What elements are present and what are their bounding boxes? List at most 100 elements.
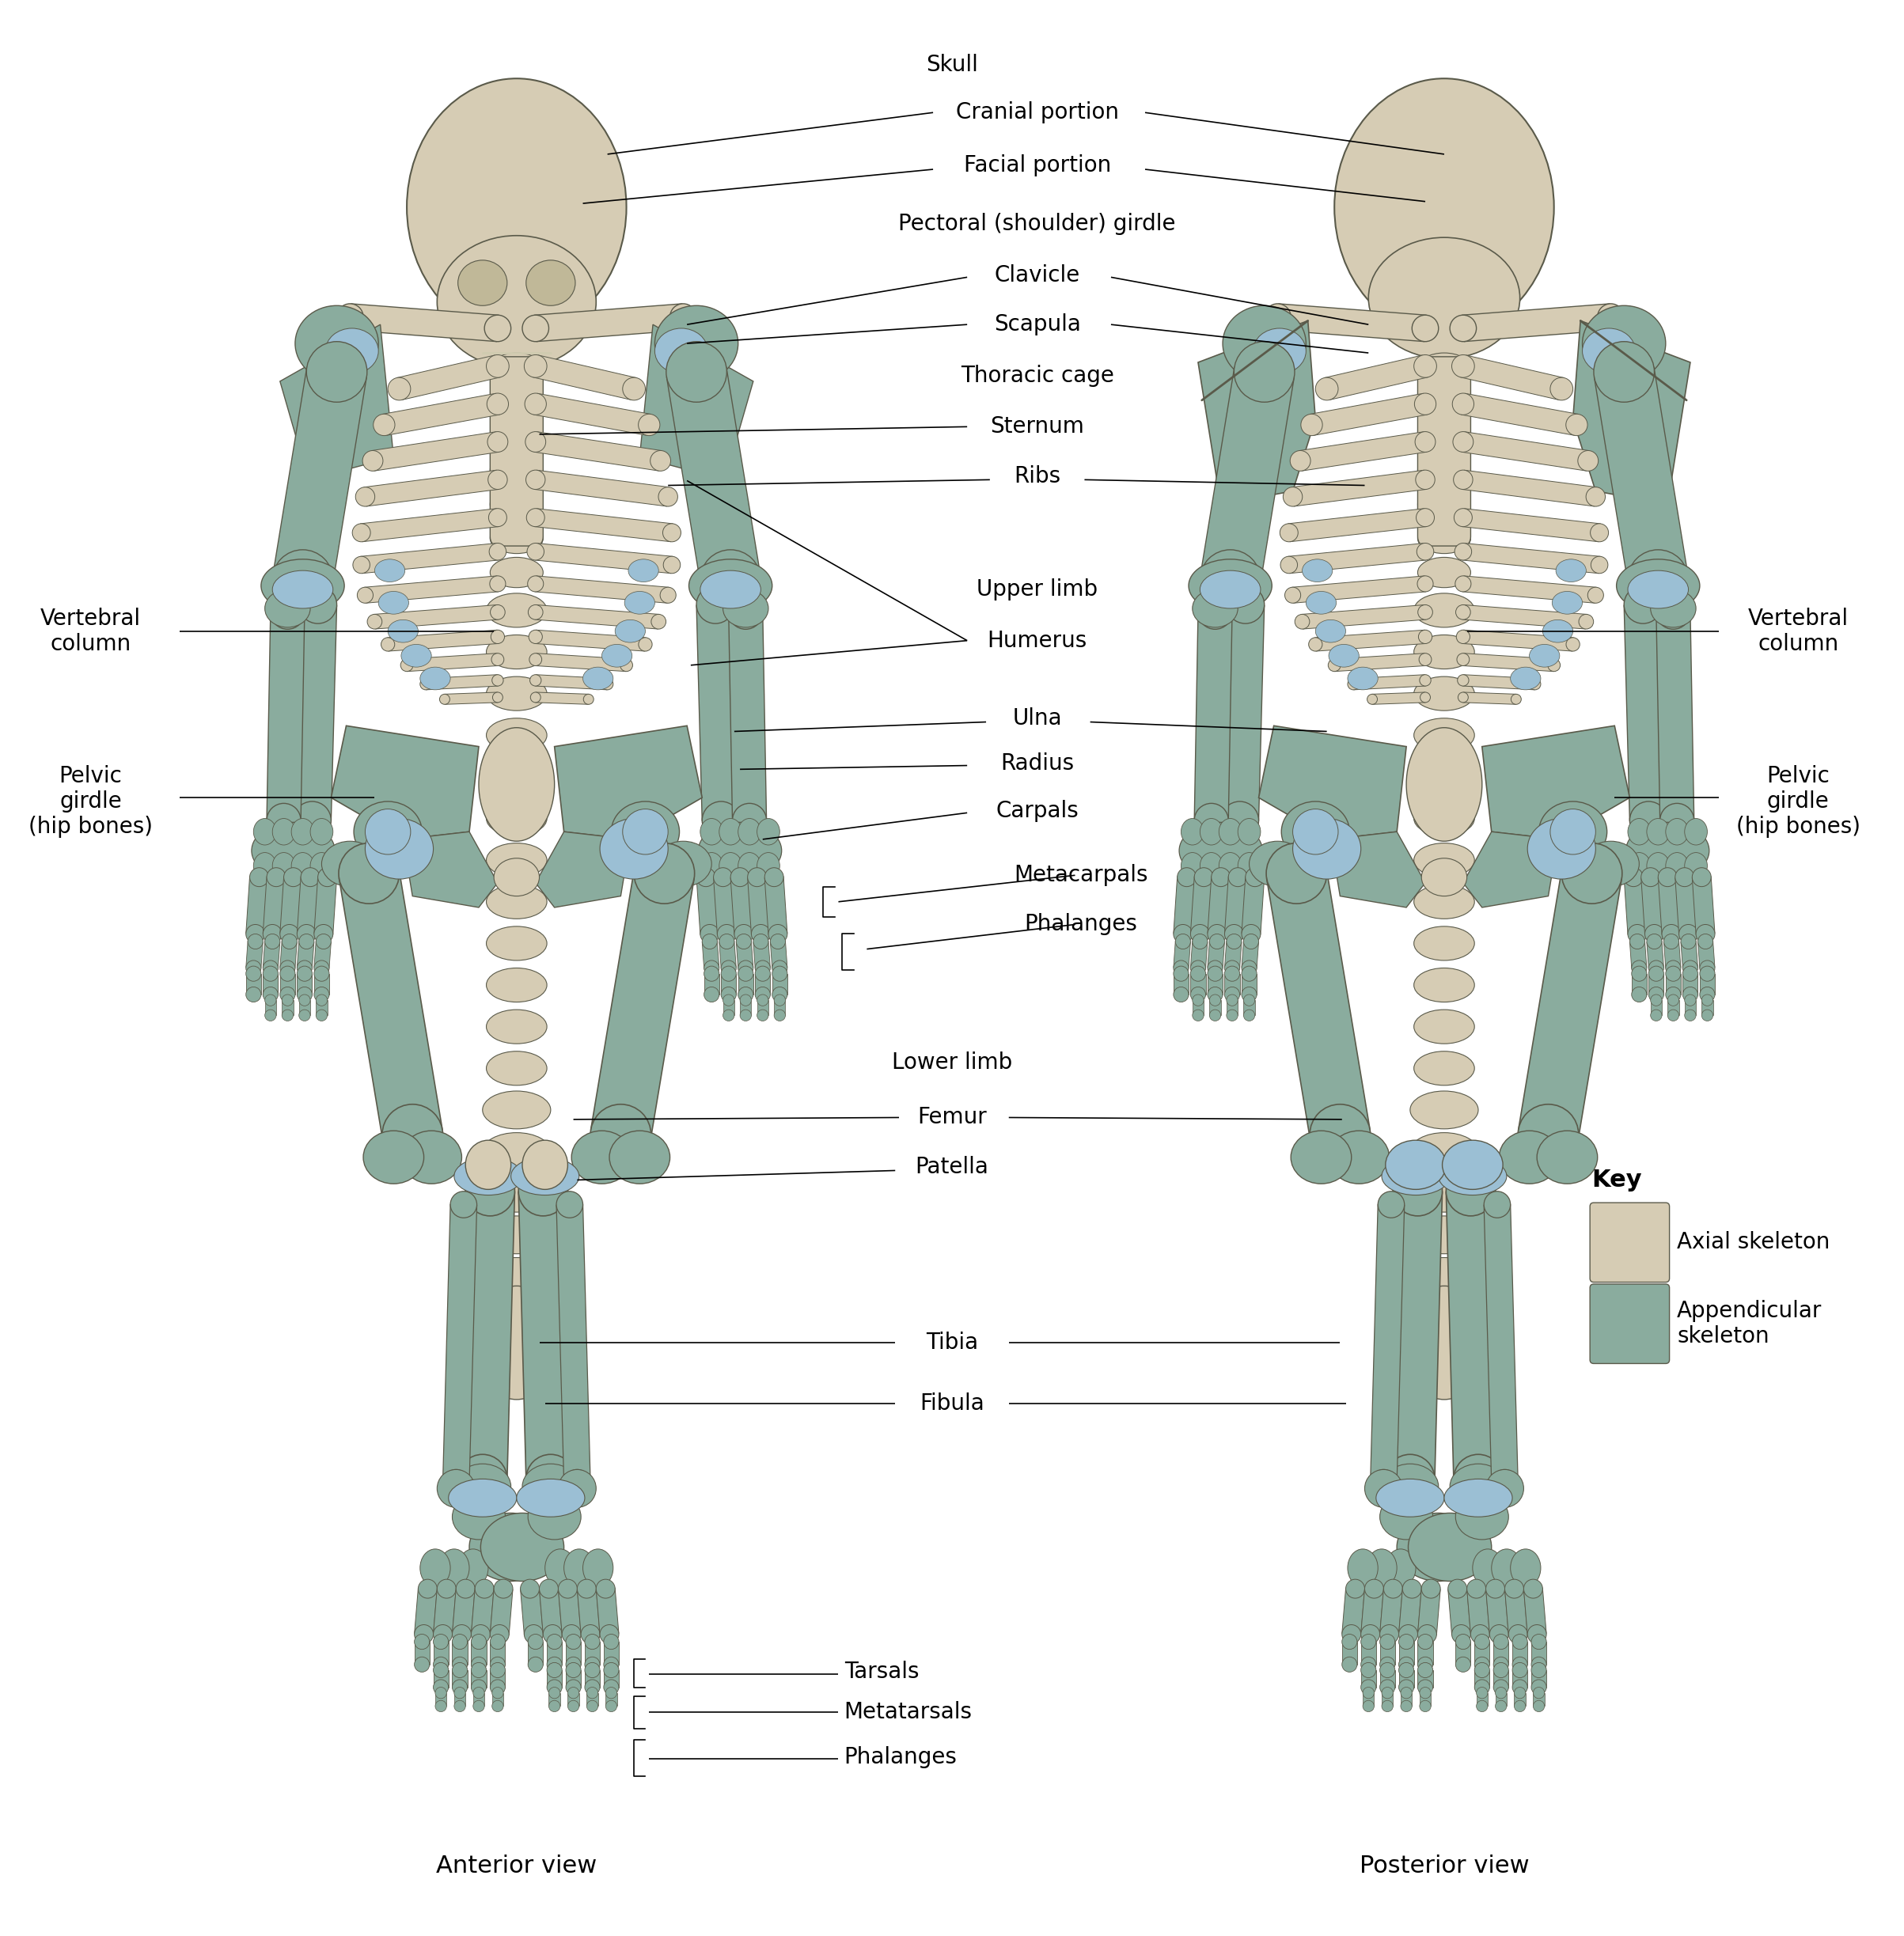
Polygon shape [1200,368,1295,585]
Polygon shape [1331,832,1426,908]
Polygon shape [554,726,703,840]
Ellipse shape [1418,455,1470,486]
Polygon shape [775,1001,786,1014]
Ellipse shape [267,803,301,838]
Ellipse shape [282,1011,293,1020]
Polygon shape [444,1204,476,1483]
Ellipse shape [663,556,680,573]
Ellipse shape [1476,1686,1487,1698]
Polygon shape [263,941,280,968]
Ellipse shape [625,590,655,614]
Ellipse shape [1329,1131,1390,1183]
Ellipse shape [1418,523,1470,554]
Polygon shape [1651,1001,1662,1014]
Ellipse shape [1415,1011,1474,1044]
Ellipse shape [1329,645,1359,668]
Ellipse shape [585,1657,600,1673]
Ellipse shape [1586,488,1605,507]
Text: Upper limb: Upper limb [977,579,1099,600]
Ellipse shape [280,966,295,982]
Polygon shape [590,869,695,1140]
Ellipse shape [1508,1624,1527,1644]
Polygon shape [1649,974,1664,995]
Ellipse shape [486,1051,546,1086]
Polygon shape [453,1642,466,1665]
Polygon shape [1418,1642,1434,1665]
Polygon shape [533,432,663,470]
Polygon shape [453,1671,466,1686]
Polygon shape [489,1671,505,1686]
Ellipse shape [248,933,263,949]
Ellipse shape [486,676,546,711]
Polygon shape [1683,974,1698,995]
Ellipse shape [1685,852,1708,879]
Ellipse shape [272,819,295,844]
Ellipse shape [1542,620,1573,643]
Ellipse shape [1243,995,1255,1007]
Ellipse shape [1207,987,1222,1003]
Polygon shape [1386,1191,1443,1479]
Text: Carpals: Carpals [996,800,1080,823]
Ellipse shape [316,995,327,1007]
Ellipse shape [434,1624,453,1644]
Polygon shape [299,1001,310,1014]
Ellipse shape [297,987,312,1003]
Ellipse shape [1173,960,1188,976]
Ellipse shape [1415,1051,1474,1086]
Polygon shape [1224,877,1247,935]
Polygon shape [1373,693,1426,705]
Ellipse shape [1413,316,1439,341]
Ellipse shape [1418,490,1470,519]
Ellipse shape [1495,1700,1506,1711]
Ellipse shape [434,1663,449,1679]
Ellipse shape [486,354,508,378]
Polygon shape [748,877,771,935]
Ellipse shape [1685,1011,1696,1020]
Ellipse shape [1664,933,1679,949]
Polygon shape [1514,1692,1525,1706]
Text: Ulna: Ulna [1013,707,1062,730]
Ellipse shape [1662,925,1681,943]
Ellipse shape [1700,966,1716,982]
Ellipse shape [272,550,333,610]
Text: Sternum: Sternum [990,416,1083,438]
Polygon shape [415,1588,438,1636]
Ellipse shape [526,509,545,527]
Ellipse shape [1420,1686,1432,1698]
Ellipse shape [1660,803,1695,838]
Polygon shape [1474,1642,1489,1665]
Ellipse shape [1415,968,1474,1003]
Polygon shape [535,509,672,542]
Polygon shape [404,832,497,908]
Ellipse shape [1676,867,1695,887]
Ellipse shape [758,819,781,844]
Ellipse shape [415,1657,430,1673]
Ellipse shape [731,867,750,887]
Ellipse shape [1192,589,1238,627]
Ellipse shape [1279,556,1297,573]
Ellipse shape [546,1634,562,1649]
Ellipse shape [1597,304,1624,331]
Polygon shape [280,325,394,480]
Ellipse shape [434,1634,449,1649]
Ellipse shape [493,1580,512,1599]
Ellipse shape [1295,614,1310,629]
Ellipse shape [375,560,406,583]
Polygon shape [364,470,499,507]
Ellipse shape [604,1657,619,1673]
Ellipse shape [558,1469,596,1508]
Ellipse shape [314,925,333,943]
Ellipse shape [1207,960,1222,976]
Ellipse shape [567,1700,579,1711]
Ellipse shape [1380,1680,1396,1694]
Polygon shape [1624,604,1668,821]
Ellipse shape [756,966,771,982]
Ellipse shape [1514,1686,1525,1698]
Ellipse shape [638,414,661,436]
Ellipse shape [586,1700,598,1711]
Polygon shape [263,974,278,995]
Ellipse shape [453,1680,466,1694]
Ellipse shape [699,823,783,879]
Ellipse shape [453,1624,470,1644]
Ellipse shape [1455,509,1472,527]
